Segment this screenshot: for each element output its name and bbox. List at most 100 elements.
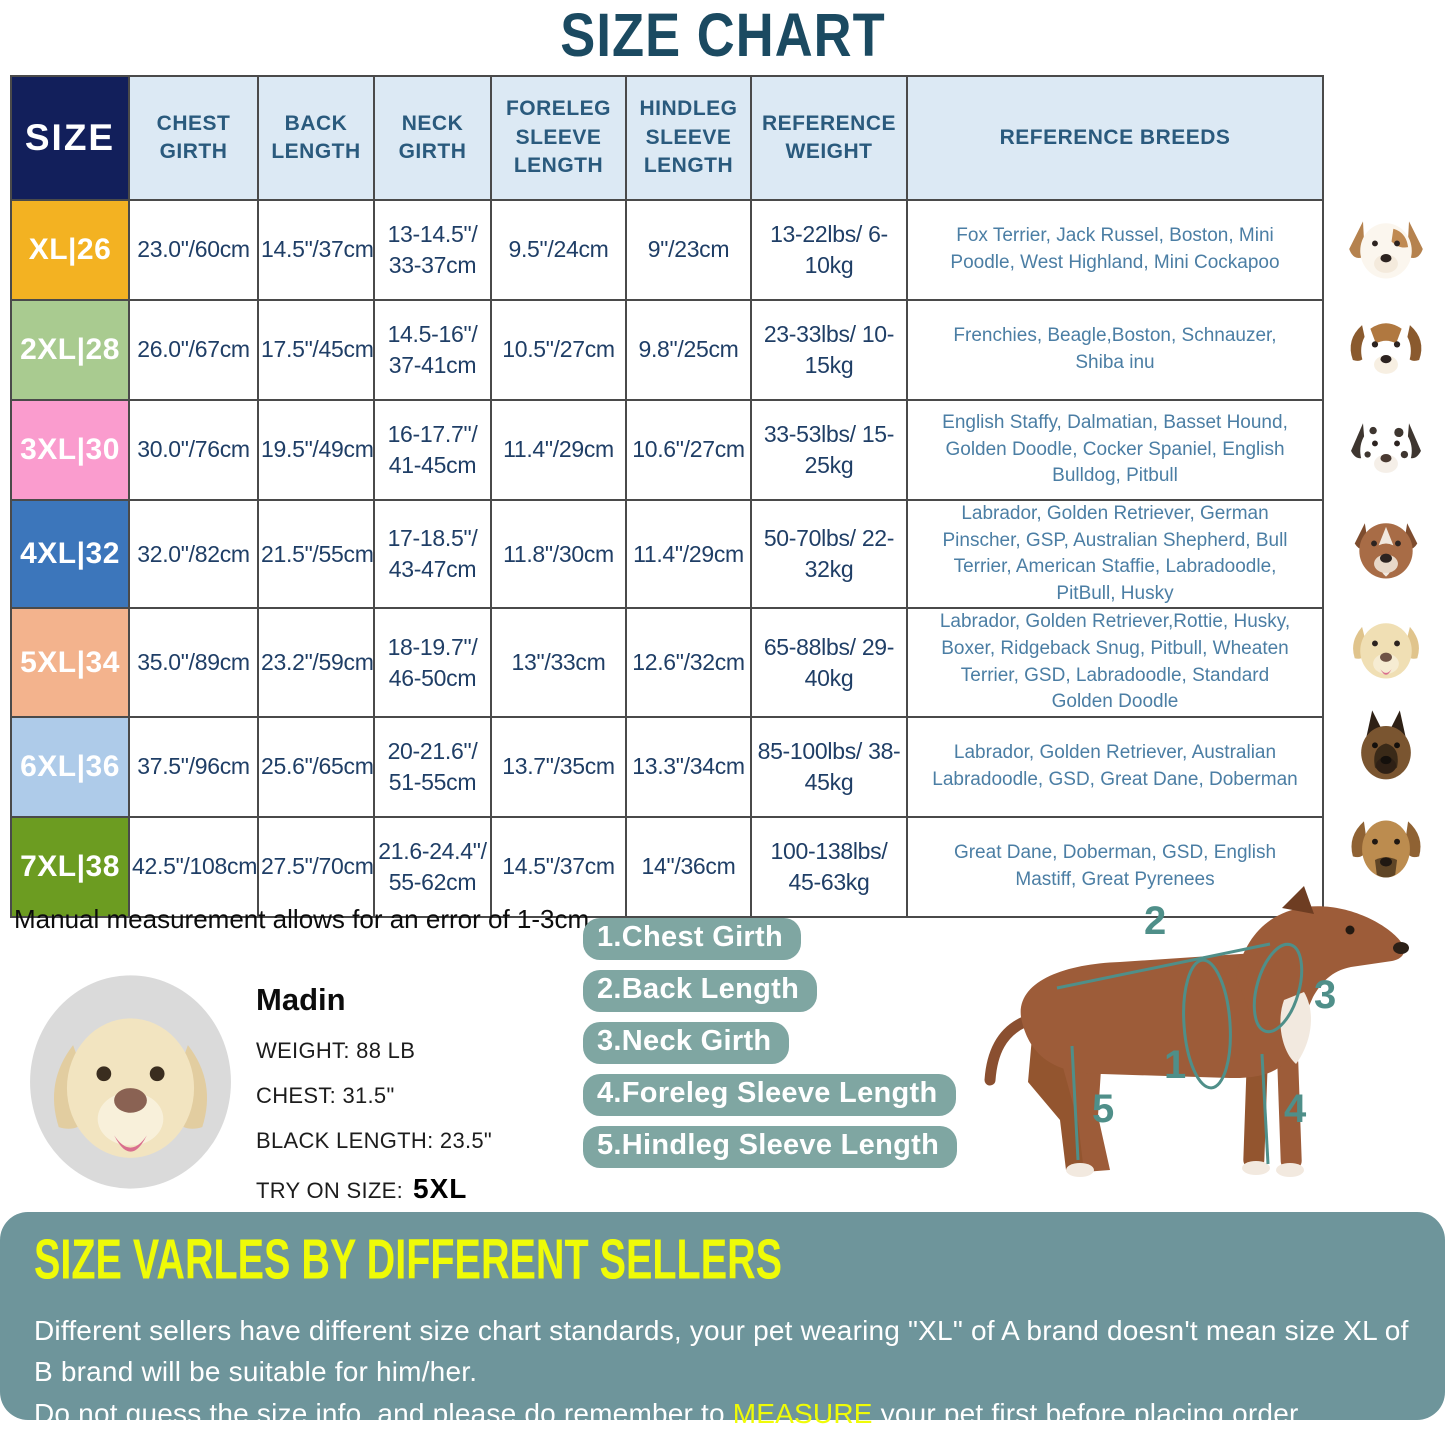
table-row-5xl34: 5XL|34 35.0"/89cm 23.2"/59cm 18-19.7"/ 4… [10, 607, 1324, 718]
table-row-xl26: XL|26 23.0"/60cm 14.5"/37cm 13-14.5"/ 33… [10, 199, 1324, 301]
header-reference-weight: REFERENCE WEIGHT [750, 75, 908, 201]
size-cell: 2XL|28 [10, 299, 130, 401]
model-dog-photo [28, 975, 233, 1191]
dog-paw [1276, 1163, 1304, 1177]
neck-girth-ellipse [1252, 942, 1304, 1034]
chest-cell: 42.5"/108cm [128, 815, 259, 918]
neck-cell: 17-18.5"/ 43-47cm [373, 498, 492, 610]
measurement-pill-back-length: 2.Back Length [583, 970, 818, 1012]
dog-head [1236, 906, 1405, 1029]
model-back-length: BLACK LENGTH: 23.5" [256, 1128, 493, 1153]
breeds-cell: Fox Terrier, Jack Russel, Boston, Mini P… [906, 199, 1324, 301]
dog-nose [1393, 942, 1409, 954]
foreleg-sleeve-line [1260, 1053, 1270, 1165]
model-weight: WEIGHT: 88 LB [256, 1038, 416, 1063]
measurement-pill-hindleg-sleeve: 5.Hindleg Sleeve Length [583, 1126, 958, 1168]
dog-ear [1282, 886, 1314, 914]
chest-girth-ellipse [1182, 958, 1232, 1090]
hindleg-cell: 12.6"/32cm [625, 607, 752, 718]
back-cell: 23.2"/59cm [257, 607, 375, 718]
measurement-pill-chest-girth: 1.Chest Girth [583, 918, 801, 960]
hindleg-cell: 11.4"/29cm [625, 498, 752, 610]
breeds-cell: Frenchies, Beagle,Boston, Schnauzer, Shi… [906, 299, 1324, 401]
back-cell: 17.5"/45cm [257, 299, 375, 401]
chest-cell: 37.5"/96cm [128, 715, 259, 818]
dog-photo-dalmatian [1324, 399, 1445, 499]
neck-cell: 13-14.5"/ 33-37cm [373, 199, 492, 301]
size-cell: XL|26 [10, 199, 130, 301]
breeds-cell: Labrador, Golden Retriever, Australian L… [906, 715, 1324, 818]
table-row-7xl38: 7XL|38 42.5"/108cm 27.5"/70cm 21.6-24.4"… [10, 815, 1324, 918]
diagram-number-5: 5 [1092, 1087, 1114, 1131]
breeds-cell: Labrador, Golden Retriever,Rottie, Husky… [906, 607, 1324, 718]
weight-cell: 13-22lbs/ 6-10kg [750, 199, 908, 301]
warning-p2-pre: Do not guess the size info, and please d… [34, 1397, 733, 1429]
weight-cell: 85-100lbs/ 38-45kg [750, 715, 908, 818]
diagram-number-3: 3 [1314, 973, 1336, 1017]
header-reference-breeds: REFERENCE BREEDS [906, 75, 1324, 201]
breed-photo-column [1324, 75, 1445, 918]
try-on-value: 5XL [413, 1173, 468, 1204]
size-cell: 5XL|34 [10, 607, 130, 718]
back-cell: 14.5"/37cm [257, 199, 375, 301]
table-row-3xl30: 3XL|30 30.0"/76cm 19.5"/49cm 16-17.7"/ 4… [10, 399, 1324, 501]
breeds-cell: Great Dane, Doberman, GSD, English Masti… [906, 815, 1324, 918]
foreleg-cell: 11.4"/29cm [490, 399, 627, 501]
dog-front-leg-near [1277, 1053, 1302, 1171]
table-row-4xl32: 4XL|32 32.0"/82cm 21.5"/55cm 17-18.5"/ 4… [10, 498, 1324, 610]
foreleg-cell: 10.5"/27cm [490, 299, 627, 401]
dog-photo-amstaff [1324, 499, 1445, 599]
chest-cell: 32.0"/82cm [128, 498, 259, 610]
chest-cell: 35.0"/89cm [128, 607, 259, 718]
back-cell: 25.6"/65cm [257, 715, 375, 818]
size-cell: 6XL|36 [10, 715, 130, 818]
header-chest-girth: CHEST GIRTH [128, 75, 259, 201]
model-name: Madin [256, 982, 346, 1017]
diagram-number-1: 1 [1164, 1043, 1186, 1087]
page-title: SIZE CHART [559, 1, 886, 70]
warning-p2-post: your pet first before placing order. [872, 1397, 1305, 1429]
size-cell: 7XL|38 [10, 815, 130, 918]
neck-cell: 20-21.6"/ 51-55cm [373, 715, 492, 818]
header-hindleg-sleeve-length: HINDLEG SLEEVE LENGTH [625, 75, 752, 201]
measurement-note: Manual measurement allows for an error o… [14, 904, 590, 934]
dog-photo-jack-russell [1324, 199, 1445, 299]
model-try-on-size: TRY ON SIZE: 5XL [256, 1173, 586, 1205]
weight-cell: 33-53lbs/ 15-25kg [750, 399, 908, 501]
dog-paw [1066, 1163, 1094, 1177]
weight-cell: 50-70lbs/ 22-32kg [750, 498, 908, 610]
chest-cell: 30.0"/76cm [128, 399, 259, 501]
try-on-label: TRY ON SIZE: [256, 1178, 404, 1203]
dog-photo-labrador [1324, 599, 1445, 699]
size-cell: 4XL|32 [10, 498, 130, 610]
breeds-cell: Labrador, Golden Retriever, German Pinsc… [906, 498, 1324, 610]
header-foreleg-sleeve-length: FORELEG SLEEVE LENGTH [490, 75, 627, 201]
table-row-6xl36: 6XL|36 37.5"/96cm 25.6"/65cm 20-21.6"/ 5… [10, 715, 1324, 818]
hindleg-cell: 9"/23cm [625, 199, 752, 301]
warning-paragraph-2: Do not guess the size info, and please d… [34, 1393, 1411, 1434]
dog-chest-patch [1280, 992, 1311, 1064]
hindleg-cell: 10.6"/27cm [625, 399, 752, 501]
foreleg-cell: 11.8"/30cm [490, 498, 627, 610]
foreleg-cell: 13.7"/35cm [490, 715, 627, 818]
diagram-number-4: 4 [1284, 1087, 1307, 1131]
breeds-cell: English Staffy, Dalmatian, Basset Hound,… [906, 399, 1324, 501]
header-neck-girth: NECK GIRTH [373, 75, 492, 201]
seller-warning-panel: SIZE VARLES BY DIFFERENT SELLERS Differe… [0, 1212, 1445, 1429]
weight-cell: 100-138lbs/ 45-63kg [750, 815, 908, 918]
back-cell: 27.5"/70cm [257, 815, 375, 918]
weight-cell: 65-88lbs/ 29-40kg [750, 607, 908, 718]
dog-photo-german-shepherd [1324, 699, 1445, 799]
measure-highlight: MEASURE [732, 1397, 873, 1429]
header-size: SIZE [10, 75, 130, 201]
model-info: Madin WEIGHT: 88 LB CHEST: 31.5" BLACK L… [256, 982, 586, 1205]
measurement-legend: 1.Chest Girth 2.Back Length 3.Neck Girth… [583, 918, 958, 1178]
warning-heading: SIZE VARLES BY DIFFERENT SELLERS [34, 1227, 783, 1291]
table-row-2xl28: 2XL|28 26.0"/67cm 17.5"/45cm 14.5-16"/ 3… [10, 299, 1324, 401]
warning-paragraph-1: Different sellers have different size ch… [34, 1315, 1409, 1388]
table-header-row: SIZE CHEST GIRTH BACK LENGTH NECK GIRTH … [10, 75, 1324, 201]
size-table-area: SIZE CHEST GIRTH BACK LENGTH NECK GIRTH … [10, 75, 1445, 918]
chest-cell: 23.0"/60cm [128, 199, 259, 301]
foreleg-cell: 13"/33cm [490, 607, 627, 718]
